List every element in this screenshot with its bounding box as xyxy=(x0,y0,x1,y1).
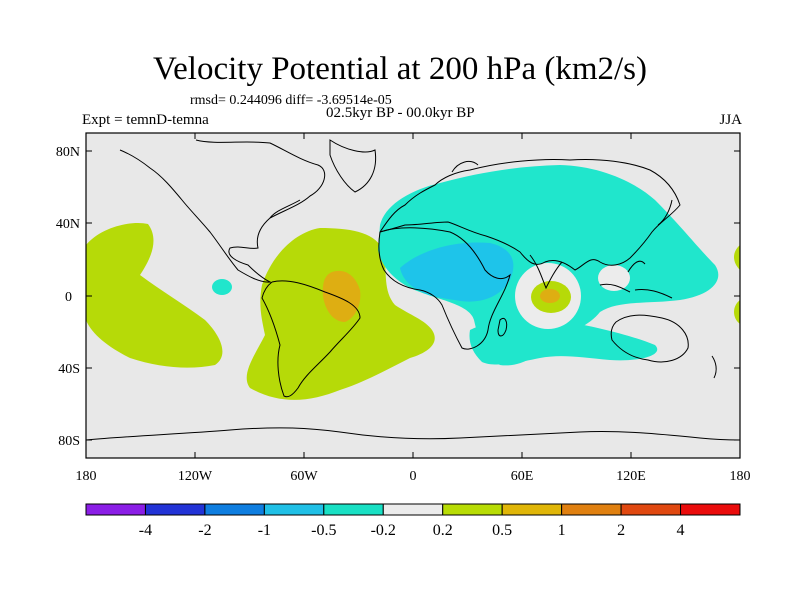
colorbar xyxy=(85,503,741,516)
stats-line: rmsd= 0.244096 diff= -3.69514e-05 xyxy=(190,93,392,108)
lat-label-80n: 80N xyxy=(56,145,80,160)
colorbar-swatch xyxy=(382,503,444,516)
colorbar-label: -0.2 xyxy=(371,522,396,539)
lon-label-180w: 180 xyxy=(76,469,97,484)
colorbar-label: -2 xyxy=(198,522,211,539)
season-label: JJA xyxy=(719,112,742,128)
experiment-label: Expt = temnD-temna xyxy=(82,112,209,128)
colorbar-swatch xyxy=(680,503,741,516)
colorbar-label: 1 xyxy=(558,522,566,539)
lon-label-120e: 120E xyxy=(616,469,646,484)
lat-label-40n: 40N xyxy=(56,217,80,232)
colorbar-label: -1 xyxy=(258,522,271,539)
lat-label-80s: 80S xyxy=(58,434,80,449)
colorbar-label: 4 xyxy=(677,522,685,539)
colorbar-swatch xyxy=(442,503,503,516)
lon-axis xyxy=(85,133,741,458)
colorbar-label: 0.5 xyxy=(492,522,512,539)
anomaly-indianocean-negative xyxy=(469,318,658,365)
colorbar-swatch xyxy=(620,503,682,516)
lon-label-60w: 60W xyxy=(290,469,318,484)
colorbar-swatch xyxy=(263,503,325,516)
colorbar-labels: -4 -2 -1 -0.5 -0.2 0.2 0.5 1 2 4 xyxy=(139,522,685,539)
lat-label-0: 0 xyxy=(65,290,72,305)
lat-axis xyxy=(86,150,740,441)
anomaly-eastpacific-negative xyxy=(212,279,232,295)
anomaly-southamerica-core xyxy=(322,270,361,322)
lon-label-0: 0 xyxy=(410,469,417,484)
anomaly-dateline-positive xyxy=(734,245,740,324)
map-title: Velocity Potential at 200 hPa (km2/s) xyxy=(152,51,648,87)
colorbar-label: -4 xyxy=(139,522,152,539)
lon-label-60e: 60E xyxy=(511,469,534,484)
anomaly-indian-core xyxy=(540,289,560,303)
colorbar-swatch xyxy=(561,503,622,516)
anomaly-africa-core xyxy=(400,242,514,302)
anomaly-pacific-positive xyxy=(86,222,223,368)
lat-label-40s: 40S xyxy=(58,362,80,377)
colorbar-swatch xyxy=(85,503,146,516)
colorbar-swatch xyxy=(501,503,563,516)
colorbar-swatch xyxy=(144,503,206,516)
colorbar-label: 2 xyxy=(617,522,625,539)
period-label: 02.5kyr BP - 00.0kyr BP xyxy=(326,105,475,121)
colorbar-swatch xyxy=(323,503,384,516)
anomaly-westpacific-gap xyxy=(598,265,630,291)
coastlines xyxy=(86,139,740,441)
colorbar-swatch xyxy=(204,503,265,516)
colorbar-label: 0.2 xyxy=(433,522,453,539)
lon-label-120w: 120W xyxy=(178,469,213,484)
lon-label-180e: 180 xyxy=(730,469,751,484)
colorbar-label: -0.5 xyxy=(311,522,336,539)
